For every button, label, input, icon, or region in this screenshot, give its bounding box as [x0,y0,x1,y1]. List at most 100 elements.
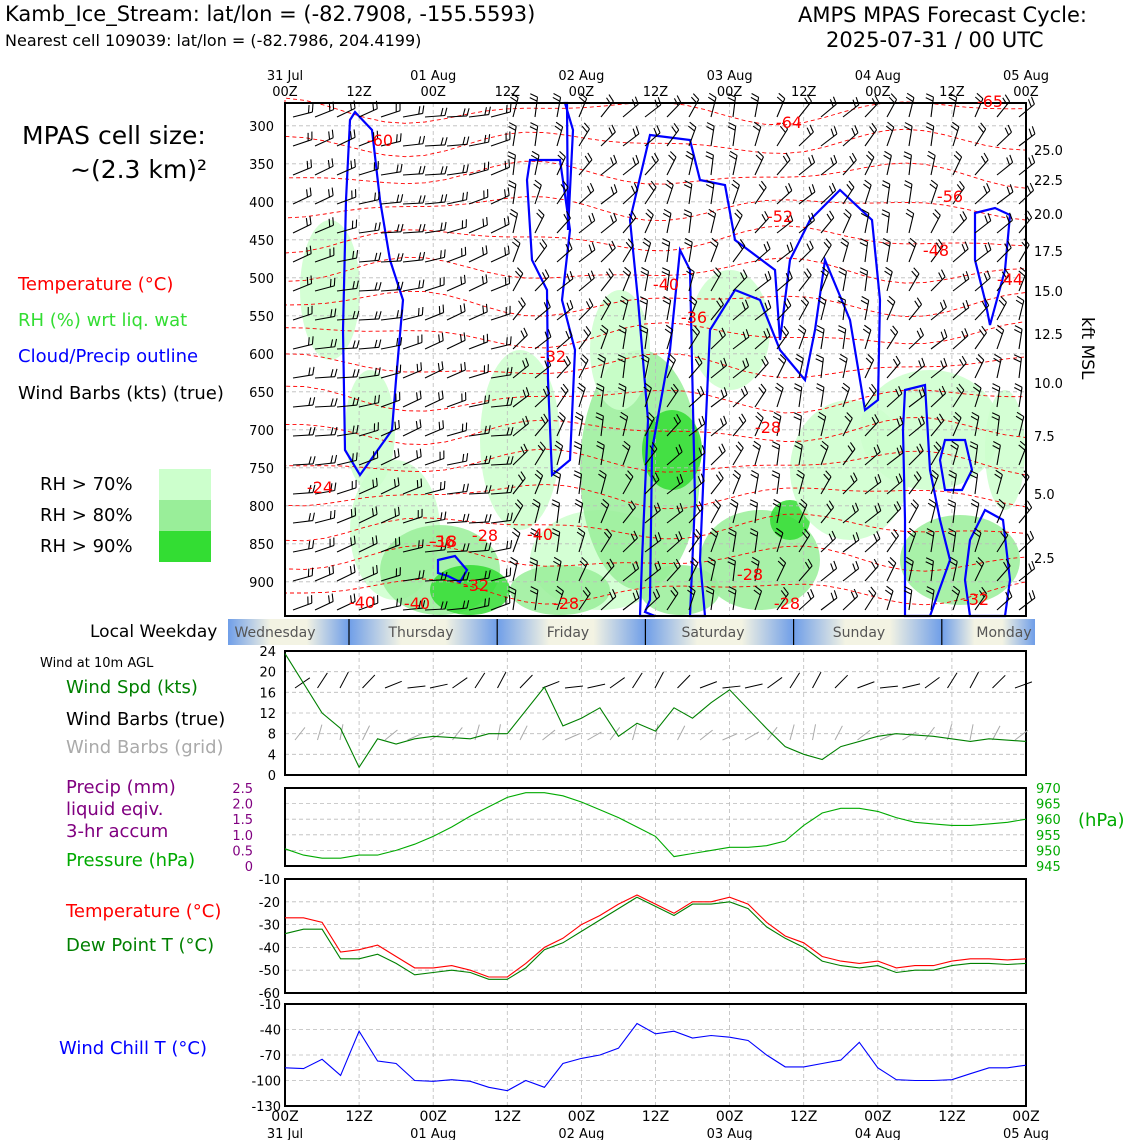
wind-barb-feather [596,441,605,446]
wind-barb [446,191,468,205]
wind-barb-feather [641,357,649,363]
wind-barb [1018,182,1035,205]
wind-barb-shaft [424,340,444,350]
wind-barb-shaft [468,196,488,205]
kft-tick-label: 10.0 [1034,377,1063,392]
wind-barb-shaft [908,273,920,292]
wind-barb-shaft [380,544,400,553]
wind-barb-shaft [688,508,704,524]
wind-barb [622,96,639,118]
wind-barb-feather [844,208,852,216]
wind-barb [380,281,404,292]
wind-barb [710,267,722,292]
wind-barb-feather [892,325,899,333]
wind-barb [688,355,703,379]
wind-barb-feather [587,152,593,161]
wind-barb-feather [727,557,736,562]
temperature-contour [284,128,1026,158]
wind-barb [578,92,588,118]
wind-barb [578,556,588,582]
wind-barb-feather [873,558,879,567]
wind-barb-shaft [644,242,652,263]
wind-barb-shaft [930,336,948,350]
wind-barb-shaft [688,99,700,118]
precip-tick-label: 1.0 [232,829,253,844]
wind-barb-feather [868,387,875,395]
wind-barb-feather [712,502,720,510]
wind-barb-shaft [578,305,594,321]
wind-barb-feather [1008,589,1013,597]
wind-barb [820,96,837,118]
wind-barb-shaft [556,532,561,553]
wind-barb-feather [852,472,858,481]
pressure-tick-label: 300 [249,120,274,135]
wind-barb-feather [927,154,935,160]
wind-barb-feather [352,397,356,406]
wind-barb-feather [972,531,981,538]
wind-barb-shaft [512,477,526,495]
wind-barb-feather [877,502,882,511]
wind-barb-feather [995,328,1003,335]
wind-barb-feather [597,357,605,363]
wind-barb-shaft [820,189,837,205]
wind-barb [705,180,715,205]
wind-barb [424,571,448,582]
top-hour-label: 12Z [346,85,372,100]
wind-barb-shaft [644,300,649,321]
wind-barb-feather [613,212,618,221]
wind-barb-feather [731,183,739,190]
wind-barb [511,527,521,553]
wind-barb-feather [851,127,856,136]
wind-barb-feather [690,560,697,568]
wind-barb-shaft [468,224,488,234]
rh-region [642,410,702,490]
wind-barb-feather [727,97,736,102]
grid-wind-barb [857,729,871,741]
wind-barb-shaft [974,190,991,205]
wind-barb [534,385,551,408]
wind-barb-shaft [908,590,913,611]
wind-barb-feather [913,474,920,482]
wind-barb [292,426,316,437]
temperature-contour-label: -48 [923,241,949,260]
wind-barb-shaft [380,514,400,524]
wind-barb-feather [935,242,942,250]
wind-barb-feather [353,535,356,544]
wind-barb [336,479,357,495]
wind-barb-feather [783,301,789,309]
cloud-outline [901,383,952,618]
wind-barb-feather [949,470,957,475]
wind-barb-feather [394,421,397,430]
wind-barb-shaft [908,304,923,321]
wind-barb-shaft [732,503,739,524]
wind-barb-feather [816,325,825,330]
wind-barb-feather [555,440,563,447]
wind-barb-shaft [534,336,552,350]
wind-barb-feather [462,484,465,493]
wind-barb-shaft [490,491,511,495]
wind-barb [402,334,423,350]
wind-barb-feather [998,299,1005,307]
wind-barb-shaft [358,457,378,466]
wind-barb-shaft [710,126,715,147]
wind-barb [402,390,422,408]
wind-barb-feather [547,329,552,338]
wind-barb-feather [1031,590,1036,599]
wind-barb [639,296,649,321]
grid-wind-barb [519,725,528,741]
rh-region [380,525,500,615]
wind-barb-feather [796,473,804,480]
wind-barb-feather [764,211,770,219]
wind-barb-shaft [314,434,335,437]
wind-barb-shaft [754,445,762,466]
wind-barb-feather [438,421,441,430]
wind-barb-shaft [424,256,445,263]
wind-barb-feather [417,307,420,317]
wind-barb-feather [886,585,894,592]
wind-barb-feather [565,243,570,252]
wind-barb-feather [466,571,470,580]
wind-barb [468,364,489,379]
wind-barb [666,353,676,379]
wind-barb [688,528,702,553]
wind-barb-feather [684,180,693,185]
